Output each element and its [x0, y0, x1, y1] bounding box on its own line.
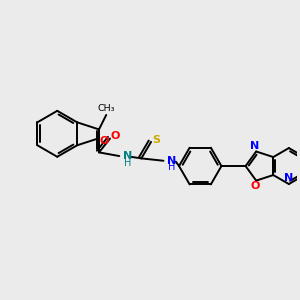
Text: O: O	[99, 136, 108, 146]
Text: N: N	[167, 156, 176, 166]
Text: N: N	[284, 173, 293, 183]
Text: N: N	[123, 151, 132, 161]
Text: N: N	[250, 141, 259, 151]
Text: O: O	[111, 130, 120, 141]
Text: H: H	[168, 162, 175, 172]
Text: S: S	[152, 134, 160, 145]
Text: O: O	[250, 182, 260, 191]
Text: CH₃: CH₃	[98, 104, 115, 113]
Text: H: H	[124, 158, 131, 167]
